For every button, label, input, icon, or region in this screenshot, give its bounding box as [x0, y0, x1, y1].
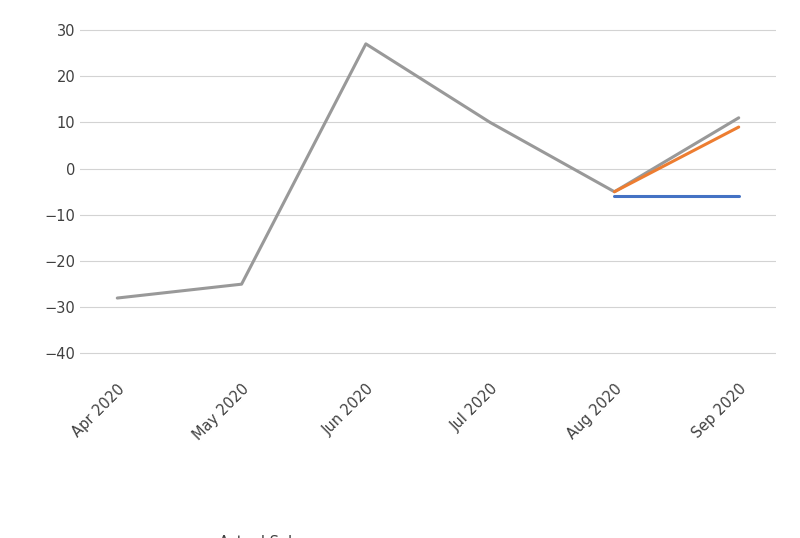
Legend: Actual Sales, Estimated Sales (Customer Index), Estimated Sales (Autoregressive : Actual Sales, Estimated Sales (Customer … [171, 535, 511, 538]
Actual Sales [113, 295, 122, 301]
Estimated Sales (Autoregressive Model) [734, 193, 743, 200]
Actual Sales [486, 119, 495, 126]
Estimated Sales (Autoregressive Model) [610, 193, 619, 200]
Actual Sales [361, 41, 370, 47]
Line: Actual Sales: Actual Sales [118, 44, 738, 298]
Line: Estimated Sales (Customer Index): Estimated Sales (Customer Index) [614, 127, 738, 192]
Actual Sales [734, 115, 743, 121]
Actual Sales [610, 188, 619, 195]
Actual Sales [237, 281, 246, 287]
Estimated Sales (Customer Index) [610, 188, 619, 195]
Estimated Sales (Customer Index) [734, 124, 743, 130]
